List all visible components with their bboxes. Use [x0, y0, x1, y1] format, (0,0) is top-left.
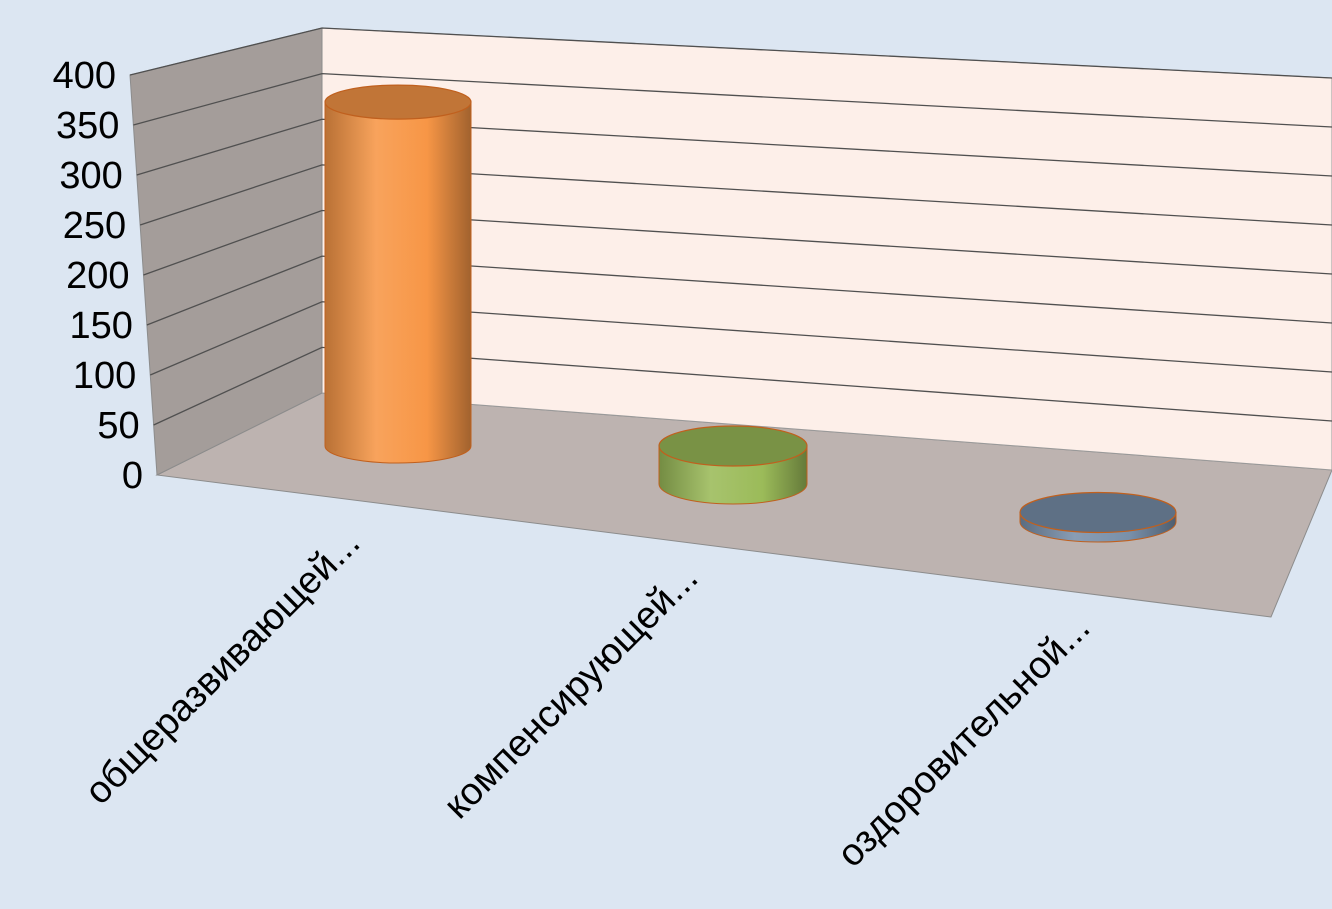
y-axis-tick-labels: 0 50 100 150 200 250 300 350 400: [53, 55, 143, 497]
bar-body: [325, 102, 471, 463]
x-category-label: оздоровительной...: [830, 607, 1099, 876]
y-tick-label: 300: [59, 155, 122, 197]
chart-back-wall: [322, 28, 1332, 470]
y-tick-label: 100: [73, 355, 136, 397]
bar: [1020, 493, 1176, 543]
bar-top: [659, 426, 807, 466]
x-category-label: компенсирующей...: [436, 557, 706, 827]
y-tick-label: 150: [69, 305, 132, 347]
bar-top: [1020, 493, 1176, 533]
y-tick-label: 350: [56, 105, 119, 147]
y-tick-label: 400: [53, 55, 116, 97]
bar: [659, 426, 807, 504]
y-tick-label: 200: [66, 255, 129, 297]
x-category-label: общеразвивающей...: [77, 522, 368, 813]
bar: [325, 85, 471, 463]
bar-top: [325, 85, 471, 119]
y-tick-label: 50: [97, 405, 139, 447]
y-tick-label: 250: [63, 205, 126, 247]
y-tick-label: 0: [122, 455, 143, 497]
